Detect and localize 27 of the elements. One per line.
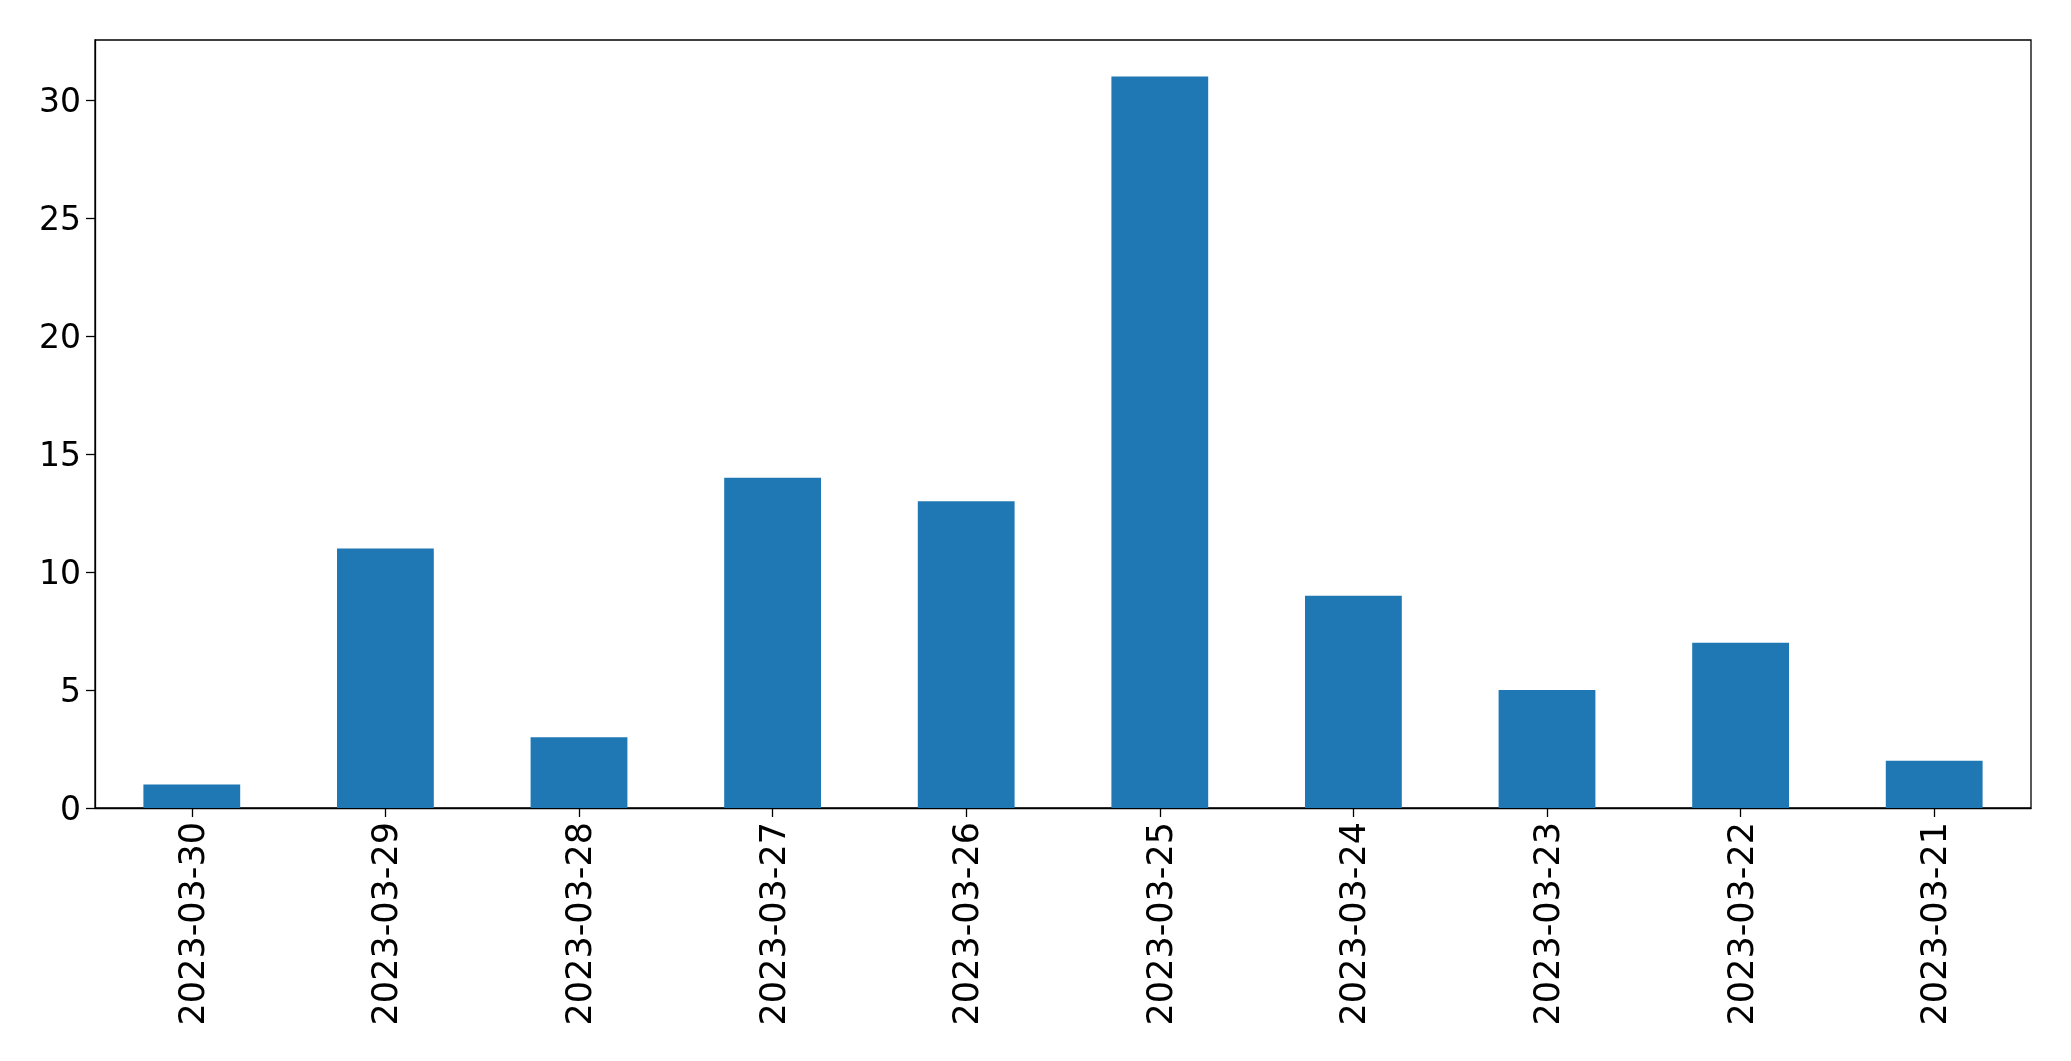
- bar: [917, 501, 1015, 808]
- bar: [143, 784, 241, 808]
- y-tick-label: 10: [39, 552, 81, 592]
- bar: [1885, 760, 1983, 808]
- bar: [530, 737, 628, 808]
- x-tick-label: 2023-03-22: [1720, 822, 1761, 1026]
- bar: [1111, 76, 1209, 808]
- y-tick-label: 0: [60, 788, 81, 828]
- y-tick-label: 15: [39, 434, 81, 474]
- x-tick-label: 2023-03-21: [1914, 822, 1955, 1026]
- x-tick-label: 2023-03-29: [365, 822, 406, 1026]
- bar: [1692, 642, 1789, 808]
- bar: [1305, 595, 1402, 808]
- bar: [1498, 690, 1596, 808]
- y-tick-label: 20: [39, 316, 81, 356]
- y-tick-label: 25: [39, 198, 81, 238]
- bar: [337, 548, 434, 808]
- bar: [724, 477, 821, 808]
- x-tick-label: 2023-03-30: [171, 822, 212, 1026]
- y-tick-label: 30: [39, 80, 81, 120]
- y-tick-label: 5: [60, 670, 81, 710]
- x-tick-label: 2023-03-28: [559, 822, 599, 1026]
- x-tick-label: 2023-03-27: [752, 822, 793, 1026]
- x-tick-label: 2023-03-26: [946, 822, 987, 1026]
- x-tick-label: 2023-03-25: [1139, 822, 1180, 1026]
- x-tick-label: 2023-03-23: [1527, 822, 1567, 1026]
- x-tick-label: 2023-03-24: [1333, 822, 1374, 1026]
